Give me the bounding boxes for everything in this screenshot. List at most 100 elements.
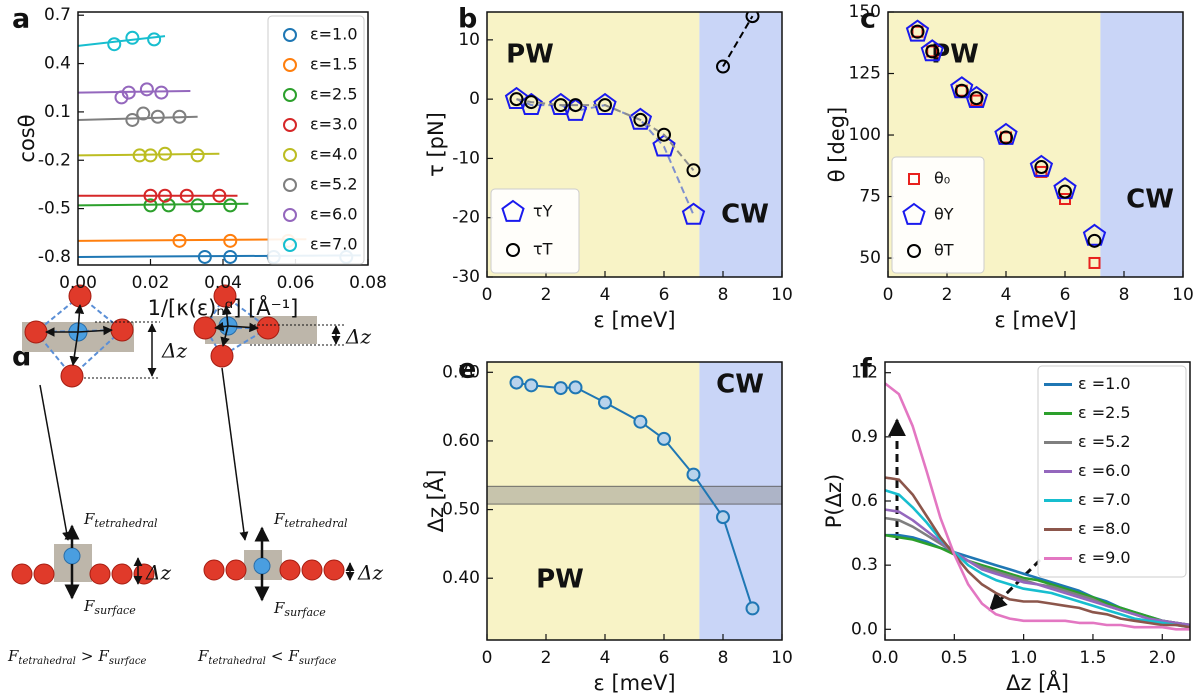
legend-marker [283, 208, 297, 222]
region-label: CW [721, 200, 769, 230]
diagram-shape [225, 559, 247, 581]
x-tick-label: 2 [541, 285, 552, 305]
marker [598, 98, 612, 113]
text-part: surface [109, 656, 147, 667]
y-axis-label: Δz [Å] [422, 470, 448, 533]
marker [136, 106, 151, 121]
text-part: surface [284, 606, 326, 619]
marker [154, 85, 169, 100]
series-line [516, 381, 754, 609]
dz-label: Δz [161, 339, 187, 363]
text-part: F [97, 647, 109, 665]
text-part: surface [94, 604, 136, 617]
y-tick-label: 0.0 [851, 619, 878, 639]
y-axis-label: θ [deg] [825, 107, 849, 183]
y-tick-label: 0.70 [442, 362, 480, 382]
diagram-shape [69, 331, 80, 366]
series-line [885, 533, 1190, 627]
y-tick-label: 150 [849, 2, 881, 22]
relation: Ftetrahedral < Fsurface [197, 647, 336, 667]
x-tick-label: 6 [1060, 285, 1071, 305]
legend-label: θY [934, 205, 954, 224]
marker [657, 431, 671, 446]
y-tick-label: 10 [458, 30, 480, 50]
marker [132, 148, 147, 163]
legend-box [891, 156, 985, 274]
diagram-shape [222, 305, 232, 327]
legend-marker [907, 244, 921, 258]
x-axis-label: Δz [Å] [1006, 669, 1069, 695]
marker [686, 163, 701, 178]
marker [657, 127, 671, 142]
x-tick-label: 0.00 [59, 273, 97, 293]
oxygen-atom [24, 320, 48, 344]
legend-marker [283, 118, 297, 132]
series-line [885, 476, 1190, 629]
force-label: Ftetrahedral [273, 510, 348, 530]
x-tick-label: 2 [541, 648, 552, 668]
y-tick-label: 100 [849, 125, 881, 145]
legend-marker [283, 238, 297, 252]
text-part: < [271, 647, 284, 665]
diagram-shape [323, 559, 345, 581]
series-line [885, 489, 1190, 629]
region-label: CW [716, 370, 764, 400]
x-tick-label: 2.0 [1149, 648, 1176, 668]
x-tick-label: 6 [659, 648, 670, 668]
diagram-shape [214, 321, 229, 332]
legend-label: ε=5.2 [310, 175, 358, 194]
marker [150, 109, 165, 124]
legend-marker [283, 58, 297, 72]
marker [524, 378, 539, 393]
trend-arrow [988, 558, 1042, 612]
legend-label: ε=3.0 [310, 115, 358, 134]
legend-marker [283, 88, 297, 102]
legend-marker [283, 178, 297, 192]
region [699, 12, 782, 277]
x-tick-label: 4 [600, 285, 611, 305]
legend-marker [283, 148, 297, 162]
marker [553, 98, 568, 113]
series-line [885, 382, 1190, 631]
text-part: tetrahedral [94, 517, 158, 530]
y-tick-label: 1.2 [851, 363, 878, 383]
legend-box [267, 15, 365, 265]
axes-frame [887, 11, 1184, 278]
marker [212, 188, 227, 203]
panel: f 0.0 0.5 1.0 1.5 2.0 0.0 0.3 0.6 0.9 1.2 Δz [Å] P(Δ… [822, 354, 1191, 695]
marker [179, 188, 194, 203]
diagram-shape [301, 559, 323, 581]
text-part: F [197, 647, 209, 665]
marker [1087, 233, 1102, 248]
oxygen-atom [210, 344, 234, 368]
diagram-shape [203, 559, 225, 581]
marker [920, 39, 944, 62]
diagram-shape [74, 304, 85, 333]
x-tick-label: 0 [482, 285, 493, 305]
text-part: > [81, 647, 94, 665]
marker [1082, 223, 1107, 246]
marker [686, 467, 701, 482]
x-tick-label: 8 [1119, 285, 1130, 305]
panel-letter: f [860, 354, 872, 385]
oxygen-atom [193, 316, 217, 340]
center-atom [253, 557, 271, 575]
y-tick-label: 0.60 [442, 431, 480, 451]
diagram-shape [279, 559, 301, 581]
plot-area [885, 382, 1190, 631]
legend-box [490, 188, 580, 274]
panel-letter: a [12, 4, 30, 35]
y-tick-label: -10 [452, 148, 480, 168]
legend-label: ε =7.0 [1078, 490, 1131, 509]
marker [1058, 184, 1072, 199]
x-tick-label: 0.0 [871, 648, 898, 668]
marker [190, 148, 205, 163]
legend-marker [501, 199, 525, 222]
y-tick-label: 0.50 [442, 500, 480, 520]
fit-line [78, 35, 166, 47]
x-tick-label: 10 [771, 285, 793, 305]
series-line [885, 508, 1190, 627]
marker [716, 59, 730, 74]
